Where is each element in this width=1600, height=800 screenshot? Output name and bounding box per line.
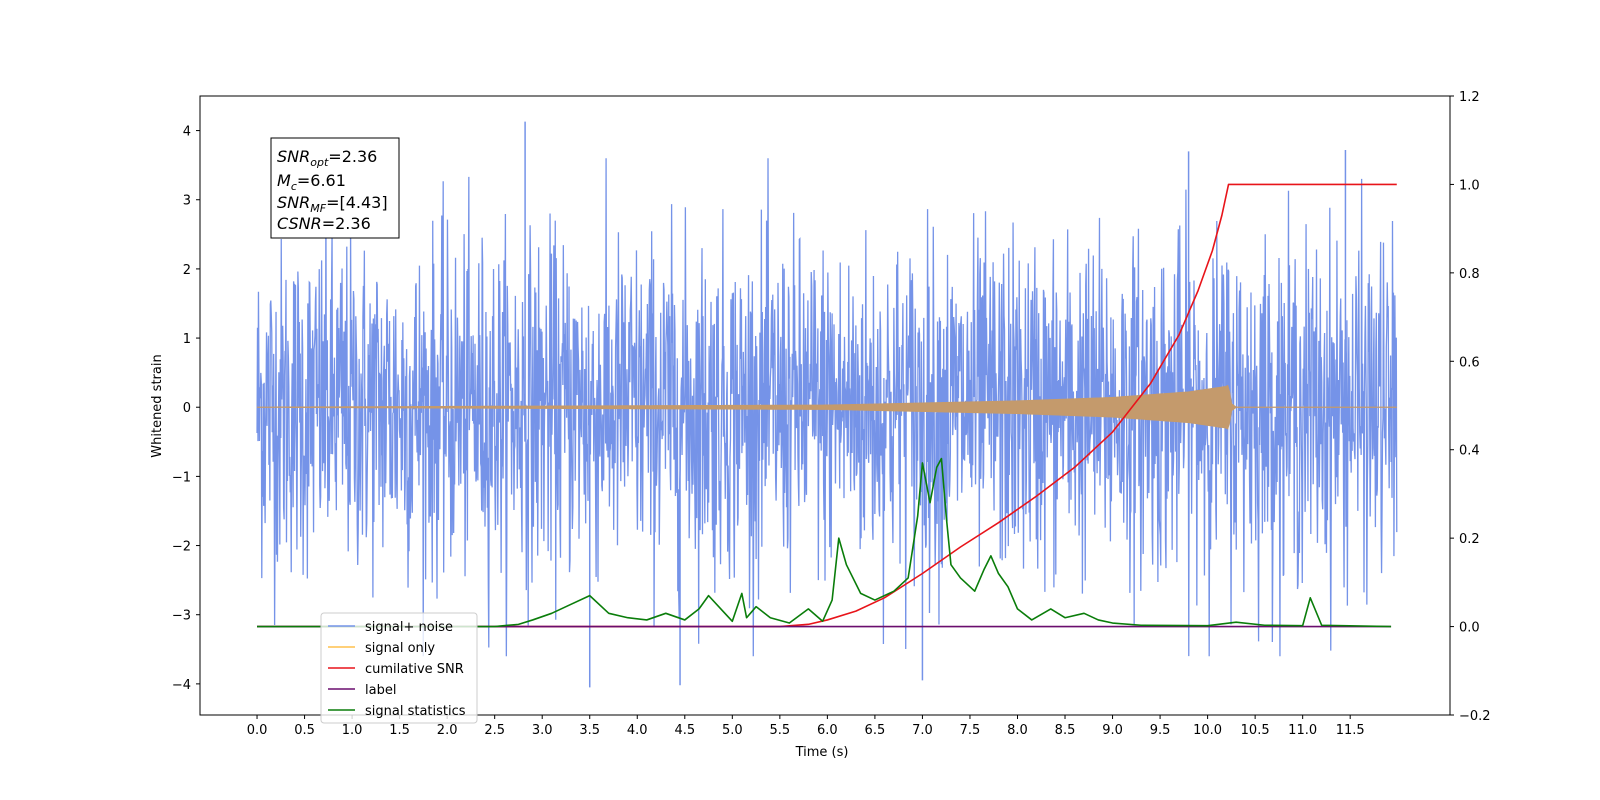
- y-tick-label: −3: [172, 609, 191, 624]
- x-tick-label: 0.5: [294, 723, 315, 738]
- series-signal-only-area: [257, 384, 1397, 430]
- y2-tick-label: 0.6: [1459, 355, 1480, 370]
- legend-label-cumulative-snr: cumilative SNR: [365, 662, 464, 677]
- legend-label-label: label: [365, 683, 396, 698]
- x-tick-label: 6.0: [817, 723, 838, 738]
- y-tick-label: −4: [172, 678, 191, 693]
- x-tick-label: 5.0: [722, 723, 743, 738]
- snr-mf-subscript: MF: [310, 202, 326, 215]
- svg-text:CSNR=2.36: CSNR=2.36: [277, 214, 371, 233]
- y-tick-label: 4: [183, 125, 191, 140]
- x-tick-label: 1.0: [342, 723, 363, 738]
- x-tick-label: 2.0: [437, 723, 458, 738]
- x-tick-label: 9.0: [1102, 723, 1123, 738]
- x-tick-label: 2.5: [484, 723, 505, 738]
- x-axis-label: Time (s): [795, 745, 849, 760]
- annotation-box: SNRopt=2.36 Mc=6.61 SNRMF=[4.43] CSNR=2.…: [270, 137, 400, 239]
- x-tick-label: 5.5: [770, 723, 791, 738]
- x-tick-label: 10.0: [1193, 723, 1222, 738]
- x-tick-label: 3.0: [532, 723, 553, 738]
- series-layer: [256, 121, 1398, 688]
- series-cumulative-snr-line: [257, 183, 1397, 628]
- y2-tick-label: 0.4: [1459, 444, 1480, 459]
- legend-label-signal-statistics: signal statistics: [365, 704, 466, 719]
- svg-text:Mc=6.61: Mc=6.61: [277, 171, 346, 193]
- x-tick-label: 4.5: [674, 723, 695, 738]
- y-axis-left: 4 3 2 1 0 −1 −2 −3 −4: [172, 125, 200, 693]
- x-tick-label: 7.0: [912, 723, 933, 738]
- y2-tick-label: 0.0: [1459, 621, 1480, 636]
- csnr-value: =2.36: [322, 214, 371, 233]
- x-tick-label: 8.0: [1007, 723, 1028, 738]
- y-tick-label: −1: [172, 470, 191, 485]
- svg-text:SNRMF=[4.43]: SNRMF=[4.43]: [277, 193, 388, 215]
- y2-tick-label: 0.2: [1459, 532, 1480, 547]
- legend-label-signal-only: signal only: [365, 641, 435, 656]
- y-tick-label: 2: [183, 263, 191, 278]
- snr-mf-value: =[4.43]: [326, 193, 388, 212]
- x-tick-label: 10.5: [1241, 723, 1270, 738]
- x-axis: 0.0 0.5 1.0 1.5 2.0 2.5 3.0 3.5 4.0 4.5 5.0 5.5 6.0 6…: [247, 715, 1365, 738]
- snr-opt-symbol: SNR: [277, 147, 310, 166]
- mc-subscript: c: [291, 180, 297, 193]
- y-tick-label: 3: [183, 194, 191, 209]
- csnr-symbol: CSNR: [277, 214, 322, 233]
- y-tick-label: 1: [183, 332, 191, 347]
- plot-frame: [199, 95, 1451, 716]
- mc-value: =6.61: [297, 171, 346, 190]
- y2-tick-label: 1.2: [1459, 90, 1480, 105]
- x-tick-label: 6.5: [865, 723, 886, 738]
- x-tick-label: 11.0: [1288, 723, 1317, 738]
- svg-text:SNRopt=2.36: SNRopt=2.36: [277, 147, 377, 169]
- x-tick-label: 4.0: [627, 723, 648, 738]
- series-signal-noise-line: [256, 158, 1398, 657]
- snr-opt-subscript: opt: [310, 156, 329, 169]
- legend: signal+ noise signal only cumilative SNR…: [320, 612, 478, 724]
- x-tick-label: 3.5: [579, 723, 600, 738]
- legend-label-signal-noise: signal+ noise: [365, 620, 453, 635]
- series-signal-statistics-line: [257, 457, 1392, 628]
- y-axis-right: 1.2 1.0 0.8 0.6 0.4 0.2 0.0 −0.2: [1450, 90, 1491, 724]
- x-tick-label: 9.5: [1150, 723, 1171, 738]
- x-tick-label: 1.5: [389, 723, 410, 738]
- y-tick-label: 0: [183, 401, 191, 416]
- x-tick-label: 0.0: [247, 723, 268, 738]
- y2-tick-label: −0.2: [1459, 709, 1491, 724]
- snr-mf-symbol: SNR: [277, 193, 310, 212]
- y-axis-label: Whitened strain: [150, 354, 165, 457]
- snr-opt-value: =2.36: [328, 147, 377, 166]
- mc-symbol: M: [277, 171, 291, 190]
- x-tick-label: 8.5: [1055, 723, 1076, 738]
- y-tick-label: −2: [172, 540, 191, 555]
- x-tick-label: 7.5: [960, 723, 981, 738]
- x-tick-label: 11.5: [1336, 723, 1365, 738]
- y2-tick-label: 0.8: [1459, 267, 1480, 282]
- y2-tick-label: 1.0: [1459, 178, 1480, 193]
